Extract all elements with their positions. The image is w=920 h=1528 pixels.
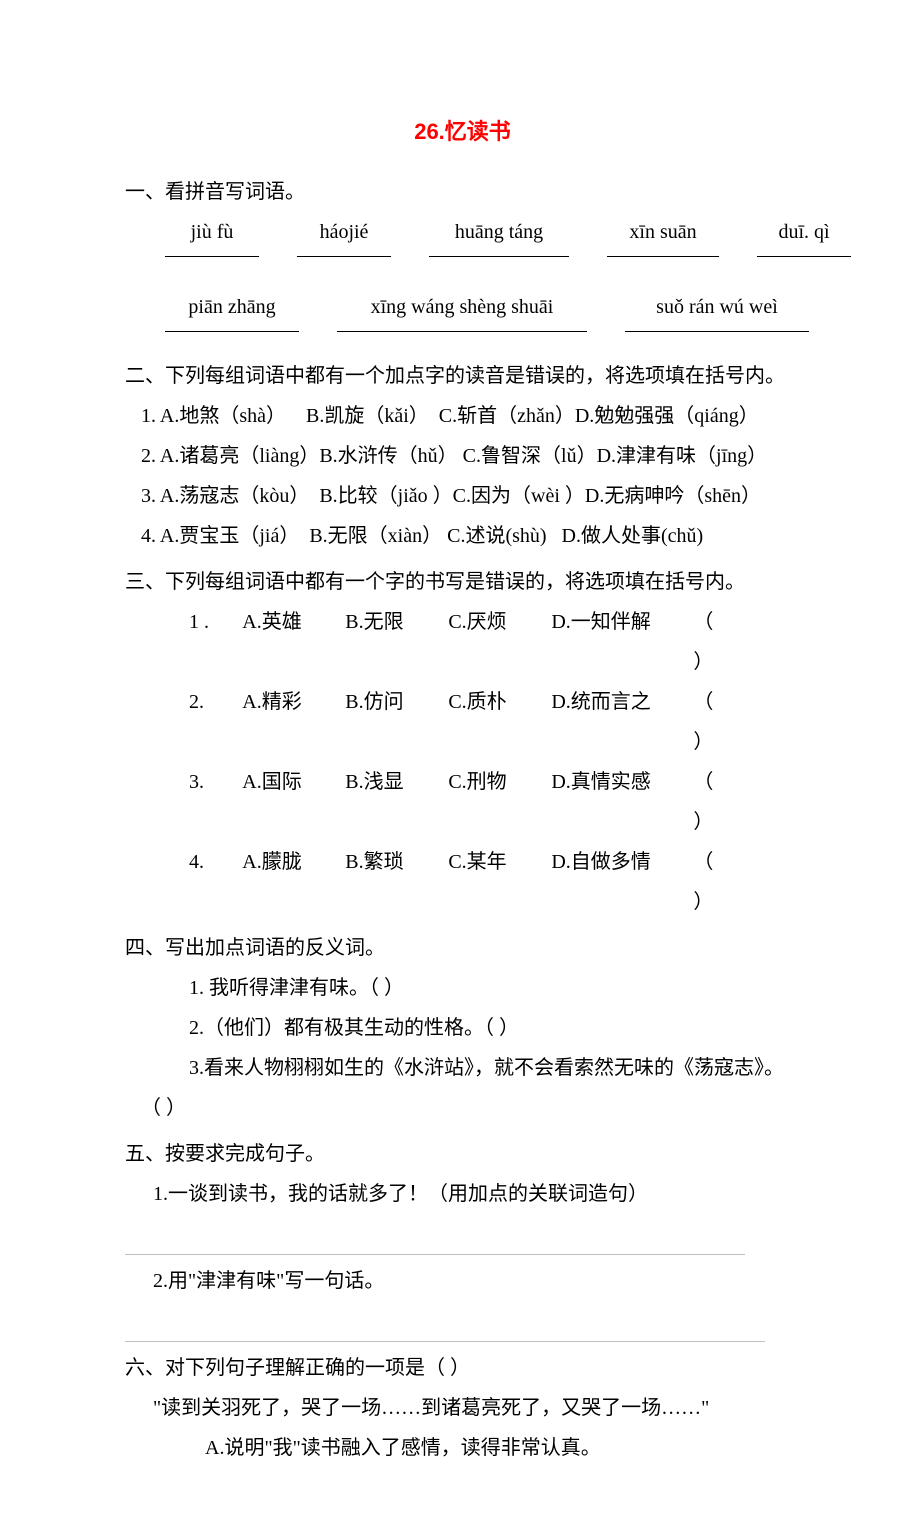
q3-row: 4. A.朦胧 B.繁琐 C.某年 D.自做多情 — [189, 842, 800, 922]
write-blank[interactable] — [429, 254, 569, 257]
q3-row: 1 . A.英雄 B.无限 C.厌烦 D.一知伴解 — [189, 602, 800, 682]
section4-heading: 四、写出加点词语的反义词。 — [125, 928, 800, 968]
q3-row: 2. A.精彩 B.仿问 C.质朴 D.统而言之 — [189, 682, 800, 762]
pinyin-item: huāng táng — [429, 212, 569, 257]
write-blank[interactable] — [165, 254, 259, 257]
section6-heading: 六、对下列句子理解正确的一项是（ ） — [125, 1348, 800, 1388]
section5-heading: 五、按要求完成句子。 — [125, 1134, 800, 1174]
pinyin-item: xīng wáng shèng shuāi — [337, 287, 587, 332]
q2-item: 4. A.贾宝玉（jiá） B.无限（xiàn） C.述说(shù) D.做人处… — [141, 516, 800, 556]
q4-item: 2.（他们）都有极其生动的性格。（ ） — [189, 1008, 800, 1048]
section1-heading: 一、看拼音写词语。 — [125, 172, 800, 212]
q2-item: 3. A.荡寇志（kòu） B.比较（jiǎo ）C.因为（wèi ）D.无病呻… — [141, 476, 800, 516]
pinyin-item: háojié — [297, 212, 391, 257]
write-blank[interactable] — [607, 254, 719, 257]
q4-item: 3.看来人物栩栩如生的《水浒站》，就不会看索然无味的《荡寇志》。 — [189, 1048, 800, 1088]
page: 26.忆读书 一、看拼音写词语。 jiù fù háojié huāng tán… — [0, 0, 920, 1528]
q5-item: 2.用"津津有味"写一句话。 — [153, 1261, 800, 1301]
answer-bracket[interactable] — [693, 762, 800, 842]
pinyin-item: jiù fù — [165, 212, 259, 257]
pinyin-item: duī. qì — [757, 212, 851, 257]
q5-item: 1.一谈到读书，我的话就多了！（用加点的关联词造句） — [153, 1174, 800, 1214]
q4-item: 1. 我听得津津有味。（ ） — [189, 968, 800, 1008]
answer-bracket[interactable] — [693, 682, 800, 762]
q2-item: 1. A.地煞（shà） B.凯旋（kǎi） C.斩首（zhǎn）D.勉勉强强（… — [141, 396, 800, 436]
pinyin-item: xīn suān — [607, 212, 719, 257]
section2-heading: 二、下列每组词语中都有一个加点字的读音是错误的，将选项填在括号内。 — [125, 356, 800, 396]
answer-line[interactable] — [125, 1307, 765, 1342]
write-blank[interactable] — [165, 329, 299, 332]
section3-heading: 三、下列每组词语中都有一个字的书写是错误的，将选项填在括号内。 — [125, 562, 800, 602]
pinyin-row-1: jiù fù háojié huāng táng xīn suān duī. q… — [165, 212, 800, 257]
q3-row: 3. A.国际 B.浅显 C.刑物 D.真情实感 — [189, 762, 800, 842]
answer-bracket[interactable] — [693, 842, 800, 922]
answer-line[interactable] — [125, 1220, 745, 1255]
q2-item: 2. A.诸葛亮（liàng）B.水浒传（hǔ） C.鲁智深（lǔ）D.津津有味… — [141, 436, 800, 476]
write-blank[interactable] — [757, 254, 851, 257]
pinyin-item: suǒ rán wú weì — [625, 287, 809, 332]
pinyin-row-2: piān zhāng xīng wáng shèng shuāi suǒ rán… — [165, 287, 800, 332]
q6-option: A.说明"我"读书融入了感情，读得非常认真。 — [205, 1428, 800, 1468]
answer-bracket[interactable] — [693, 602, 800, 682]
page-title: 26.忆读书 — [125, 110, 800, 154]
q4-tail-bracket[interactable]: （ ） — [141, 1088, 800, 1128]
write-blank[interactable] — [297, 254, 391, 257]
q6-quote: "读到关羽死了，哭了一场……到诸葛亮死了，又哭了一场……" — [153, 1388, 800, 1428]
pinyin-item: piān zhāng — [165, 287, 299, 332]
write-blank[interactable] — [625, 329, 809, 332]
write-blank[interactable] — [337, 329, 587, 332]
